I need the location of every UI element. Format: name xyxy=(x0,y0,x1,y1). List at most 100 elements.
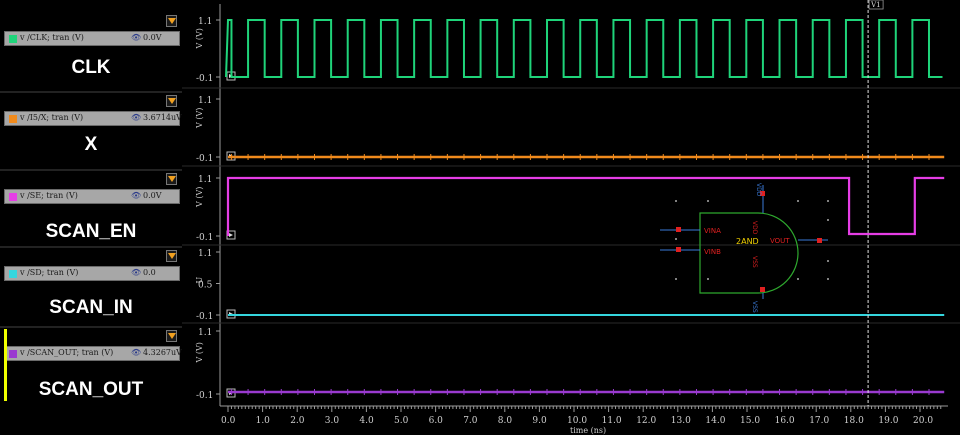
signal-header-scan-out[interactable]: v /SCAN_OUT; tran (V) 👁 4.3267uV xyxy=(4,346,182,361)
pin-dot xyxy=(760,287,765,292)
grid-dot xyxy=(827,219,829,221)
filter-icon[interactable] xyxy=(166,250,177,262)
x-tick-label: 7.0 xyxy=(463,416,478,426)
signal-header-clk[interactable]: v /CLK; tran (V) 👁 0.0V xyxy=(4,31,180,46)
y-unit-label: V (V) xyxy=(195,28,204,49)
eye-icon[interactable]: 👁 xyxy=(131,33,142,42)
cursor-value: 0.0 xyxy=(143,268,156,277)
grid-dot xyxy=(827,200,829,202)
y-unit-label: V (V) xyxy=(195,187,204,208)
grid-dot xyxy=(707,200,709,202)
x-tick-label: 1.0 xyxy=(256,416,271,426)
y-max-label: 1.1 xyxy=(198,328,212,338)
y-unit-label: V (V) xyxy=(195,108,204,129)
signal-expression: v /SCAN_OUT; tran (V) xyxy=(20,348,114,357)
cell-name-label: 2AND xyxy=(736,237,759,246)
cursor-value: 0.0V xyxy=(143,33,162,42)
signal-name-label: SCAN_IN xyxy=(49,297,133,318)
cursor-value: 3.6714uV xyxy=(143,113,182,122)
pin-dot xyxy=(817,238,822,243)
signal-header-scan-in[interactable]: v /SD; tran (V) 👁 0.0 xyxy=(4,266,180,281)
grid-dot xyxy=(675,200,677,202)
x-axis-label: time (ns) xyxy=(570,426,606,435)
signal-name-label: CLK xyxy=(71,57,111,78)
x-tick-label: 0.0 xyxy=(221,416,236,426)
y-min-label: -0.1 xyxy=(196,312,213,322)
grid-dot xyxy=(797,200,799,202)
x-tick-label: 11.0 xyxy=(602,416,622,426)
y-max-label: 1.1 xyxy=(198,175,212,185)
pin-label-vina: VINA xyxy=(704,227,721,235)
grid-dot xyxy=(827,260,829,262)
eye-icon[interactable]: 👁 xyxy=(131,191,142,200)
pin-label-vout: VOUT xyxy=(770,237,790,245)
signal-color-swatch xyxy=(9,270,17,278)
x-tick-label: 16.0 xyxy=(775,416,795,426)
eye-icon[interactable]: 👁 xyxy=(131,348,142,357)
gate-body xyxy=(699,212,799,294)
signal-color-swatch xyxy=(9,35,17,43)
se-waveform xyxy=(226,176,945,236)
x-tick-label: 5.0 xyxy=(394,416,409,426)
cursor-label: V1 xyxy=(870,1,881,9)
x-tick-label: 6.0 xyxy=(429,416,444,426)
cursor-tag[interactable] xyxy=(868,0,884,10)
grid-dot xyxy=(827,278,829,280)
signal-header-scan-en[interactable]: v /SE; tran (V) 👁 0.0V xyxy=(4,189,180,204)
grid-dot xyxy=(707,278,709,280)
pin-dot xyxy=(676,227,681,232)
x-tick-label: 4.0 xyxy=(359,416,374,426)
y-unit-label: V (V) xyxy=(195,342,204,363)
x-tick-label: 8.0 xyxy=(498,416,513,426)
waveform-plot[interactable]: 1.1 -0.1 V (V) 1.1 -0.1 V (V) 1.1 -0.1 V (V) 1.1 -… xyxy=(182,0,960,435)
filter-icon[interactable] xyxy=(166,15,177,27)
and-gate-schematic: VINA VINB VOUT 2AND VDD VSS VDD VSS xyxy=(660,183,829,313)
eye-icon[interactable]: 👁 xyxy=(131,113,142,122)
signal-color-swatch xyxy=(9,115,17,123)
signal-expression: v /SD; tran (V) xyxy=(20,268,79,277)
signal-legend-panel: v /CLK; tran (V) 👁 0.0V CLK v /I5/X; tran (V… xyxy=(0,0,182,435)
pin-dot xyxy=(676,247,681,252)
filter-icon[interactable] xyxy=(166,173,177,185)
x-tick-label: 13.0 xyxy=(671,416,691,426)
y-max-label: 1.1 xyxy=(198,249,212,259)
x-tick-label: 10.0 xyxy=(567,416,587,426)
pin-label-vss: VSS xyxy=(751,256,758,268)
signal-expression: v /I5/X; tran (V) xyxy=(20,113,84,122)
y-mid-label: 0.5 xyxy=(198,281,213,291)
pin-label-vss-bot: VSS xyxy=(751,301,758,313)
signal-name-label: X xyxy=(84,134,98,155)
x-tick-label: 15.0 xyxy=(740,416,760,426)
x-tick-label: 17.0 xyxy=(809,416,829,426)
signal-expression: v /CLK; tran (V) xyxy=(20,33,84,42)
y-min-label: -0.1 xyxy=(196,74,213,84)
filter-icon[interactable] xyxy=(166,330,177,342)
x-tick-label: 18.0 xyxy=(844,416,864,426)
legend-separator xyxy=(0,91,182,93)
legend-separator xyxy=(0,169,182,171)
x-tick-label: 12.0 xyxy=(636,416,656,426)
signal-name-label: SCAN_OUT xyxy=(38,379,144,400)
y-min-label: -0.1 xyxy=(196,391,213,401)
pin-dot xyxy=(760,191,765,196)
signal-name-label: SCAN_EN xyxy=(45,221,137,242)
pin-label-vdd: VDD xyxy=(751,221,758,235)
marker-arrow-icon xyxy=(229,233,233,237)
y-min-label: -0.1 xyxy=(196,233,213,243)
signal-header-x[interactable]: v /I5/X; tran (V) 👁 3.6714uV xyxy=(4,111,182,126)
x-tick-label: 19.0 xyxy=(878,416,898,426)
y-unit-label: U xyxy=(195,277,204,284)
filter-icon[interactable] xyxy=(166,95,177,107)
y-max-label: 1.1 xyxy=(198,96,212,106)
signal-color-swatch xyxy=(9,350,17,358)
grid-dot xyxy=(675,238,677,240)
cursor-value: 4.3267uV xyxy=(143,348,182,357)
grid-dot xyxy=(675,278,677,280)
x-tick-label: 20.0 xyxy=(913,416,933,426)
clk-waveform xyxy=(225,19,943,78)
x-tick-label: 14.0 xyxy=(705,416,725,426)
pin-label-vdd-top: VDD xyxy=(755,183,762,197)
y-min-label: -0.1 xyxy=(196,154,213,164)
eye-icon[interactable]: 👁 xyxy=(131,268,142,277)
grid-dot xyxy=(797,278,799,280)
